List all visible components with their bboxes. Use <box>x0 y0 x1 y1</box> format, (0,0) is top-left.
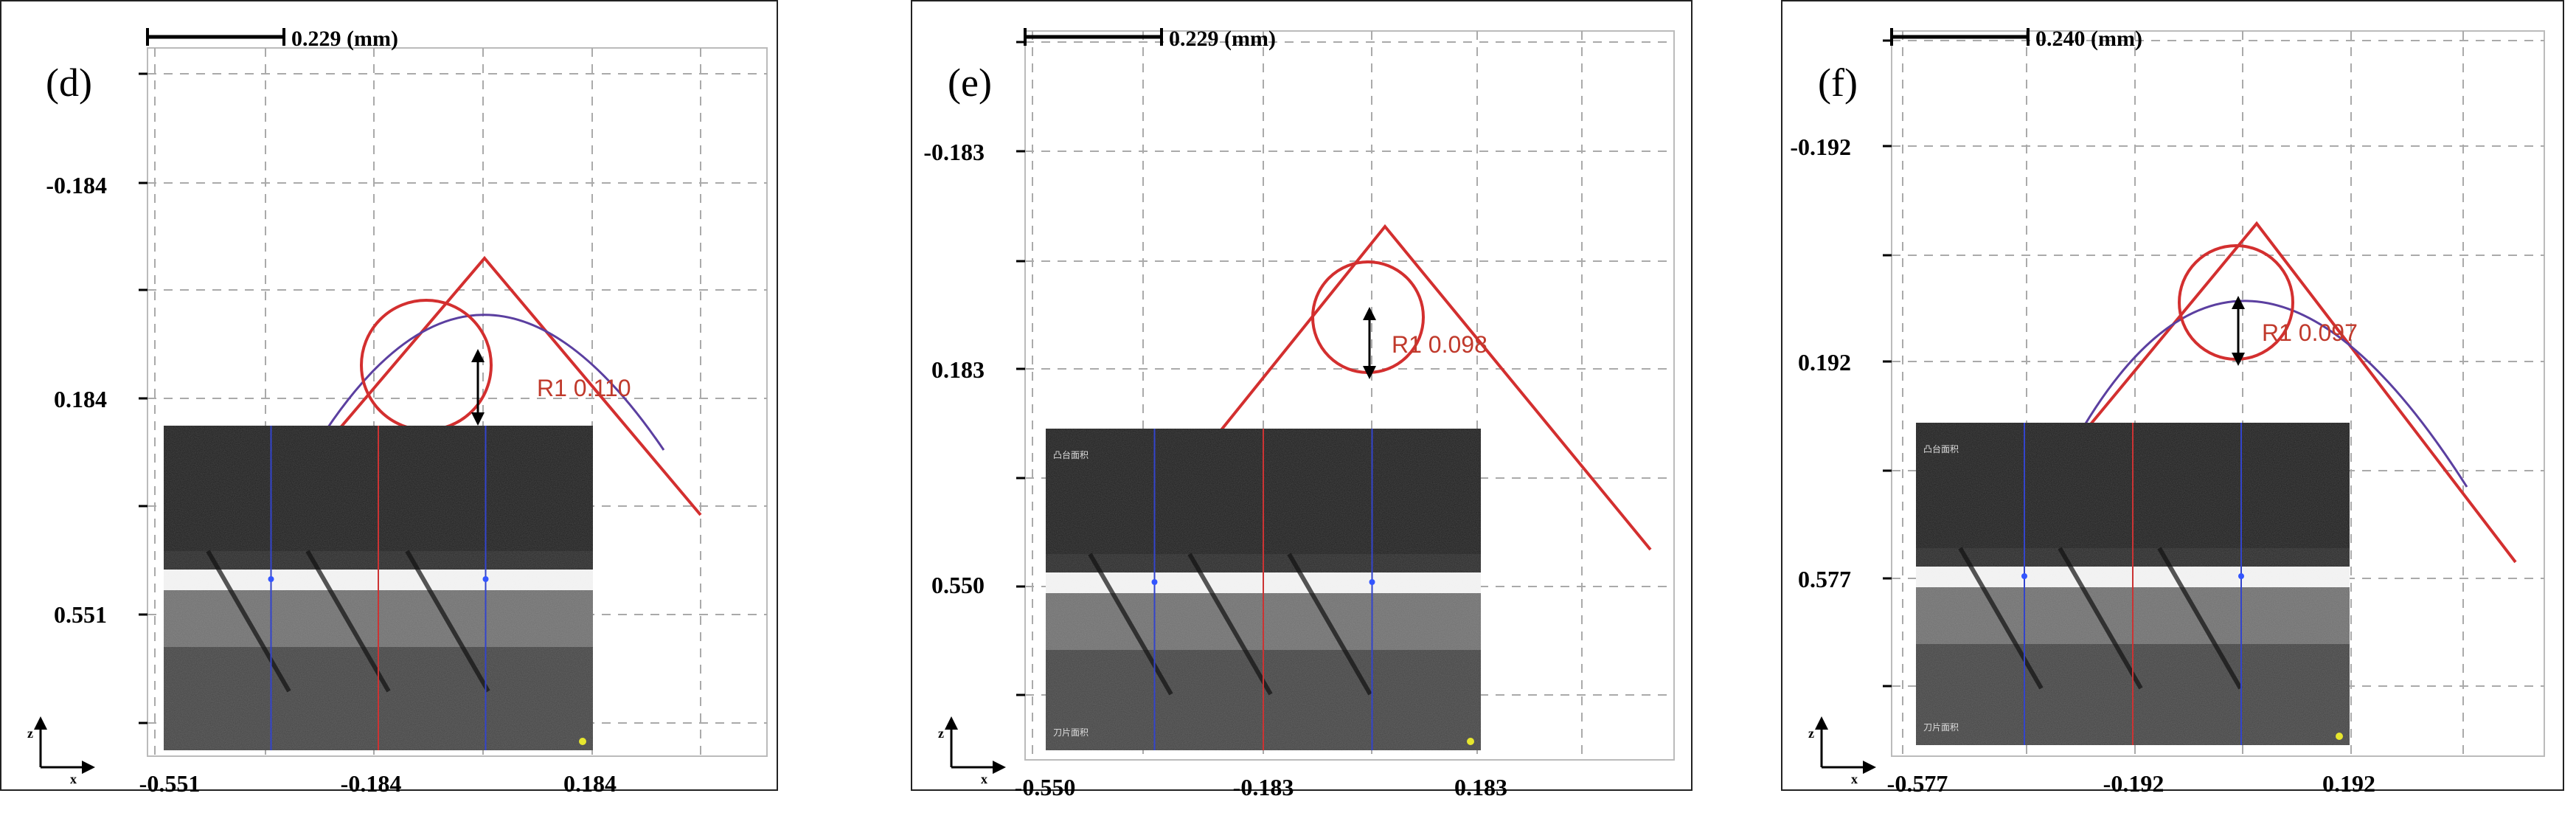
y-tick-label: -0.183 <box>923 139 985 165</box>
scale-bar-label: 0.229 (mm) <box>1169 27 1276 51</box>
axis-glyph-z-label: z <box>938 726 944 741</box>
radius-label: R1 0.110 <box>537 375 631 401</box>
axis-glyph-x-label: x <box>70 772 77 786</box>
fitted-profile-line <box>323 255 702 516</box>
x-tick-label: -0.577 <box>1887 770 1948 797</box>
panel-e: 0.229 (mm) (e) -0.183 0.183 0.550 -0.550 -0.18… <box>911 0 1693 800</box>
y-tick-label: 0.550 <box>931 572 985 598</box>
plot-area <box>1024 30 1675 761</box>
panel-letter: (e) <box>948 60 992 105</box>
axis-glyph-x-label: x <box>981 772 987 786</box>
inset-marker-dot <box>2021 573 2027 579</box>
scale-bar-label: 0.229 (mm) <box>291 27 398 51</box>
fitted-profile-line <box>1201 224 1652 551</box>
microscope-inset <box>164 426 593 750</box>
inset-shadow-1 <box>2058 547 2143 690</box>
axis-glyph-z-label: z <box>1808 726 1814 741</box>
panel-letter: (f) <box>1818 60 1858 105</box>
measured-profile-line <box>2071 300 2468 488</box>
panel-f: 0.240 (mm) (f) -0.192 0.192 0.577 -0.577 -0.19… <box>1781 0 2564 797</box>
inset-shadow-0 <box>206 550 291 693</box>
scale-bar-label: 0.240 (mm) <box>2035 27 2142 51</box>
x-tick-label: -0.183 <box>1233 774 1294 800</box>
panel-letter: (d) <box>46 60 92 105</box>
panel-d: 0.229 (mm) (d) -0.184 0.184 0.551 -0.551 -0.18… <box>0 0 778 797</box>
inset-yellow-marker <box>579 738 586 745</box>
y-tick-label: -0.184 <box>46 172 107 198</box>
inset-shadow-1 <box>1187 553 1273 696</box>
inset-label-top: 凸台面积 <box>1923 443 1959 454</box>
inset-marker-dot <box>1151 579 1158 585</box>
x-tick-label: -0.550 <box>1015 774 1076 800</box>
inset-label-bottom: 刀片面积 <box>1923 722 1959 733</box>
inset-shadow-2 <box>2157 547 2243 690</box>
inset-shadow-2 <box>405 550 490 693</box>
axis-glyph-x-label: x <box>1851 772 1858 786</box>
y-tick-label: 0.551 <box>54 601 107 628</box>
x-tick-label: -0.192 <box>2103 770 2164 797</box>
inset-marker-dot <box>1369 579 1375 585</box>
x-tick-label: 0.184 <box>563 770 617 797</box>
plot-area <box>1891 30 2545 757</box>
inset-shadow-1 <box>305 550 391 693</box>
y-tick-label: -0.192 <box>1790 134 1851 160</box>
x-tick-label: 0.192 <box>2322 770 2375 797</box>
fitted-profile-line <box>2071 221 2517 564</box>
inset-label-top: 凸台面积 <box>1053 449 1089 460</box>
y-tick-label: 0.184 <box>54 386 107 412</box>
inset-marker-dot <box>268 576 274 582</box>
x-tick-label: 0.183 <box>1454 774 1507 800</box>
radius-label: R1 0.098 <box>1392 331 1487 358</box>
y-tick-label: 0.577 <box>1798 566 1851 592</box>
measured-profile-line <box>310 314 665 453</box>
plot-area <box>147 47 768 757</box>
y-tick-label: 0.183 <box>931 356 985 383</box>
x-tick-label: -0.184 <box>341 770 402 797</box>
y-tick-label: 0.192 <box>1798 349 1851 376</box>
inset-shadow-0 <box>1958 547 2044 690</box>
inset-label-bottom: 刀片面积 <box>1053 727 1089 738</box>
inset-marker-dot <box>2238 573 2244 579</box>
inset-marker-dot <box>482 576 489 582</box>
inset-shadow-2 <box>1287 553 1372 696</box>
axis-glyph-z-label: z <box>27 726 33 741</box>
inset-yellow-marker <box>1467 738 1474 745</box>
inset-shadow-0 <box>1088 553 1173 696</box>
x-tick-label: -0.551 <box>139 770 201 797</box>
radius-label: R1 0.097 <box>2262 319 2358 346</box>
inset-yellow-marker <box>2336 733 2343 740</box>
